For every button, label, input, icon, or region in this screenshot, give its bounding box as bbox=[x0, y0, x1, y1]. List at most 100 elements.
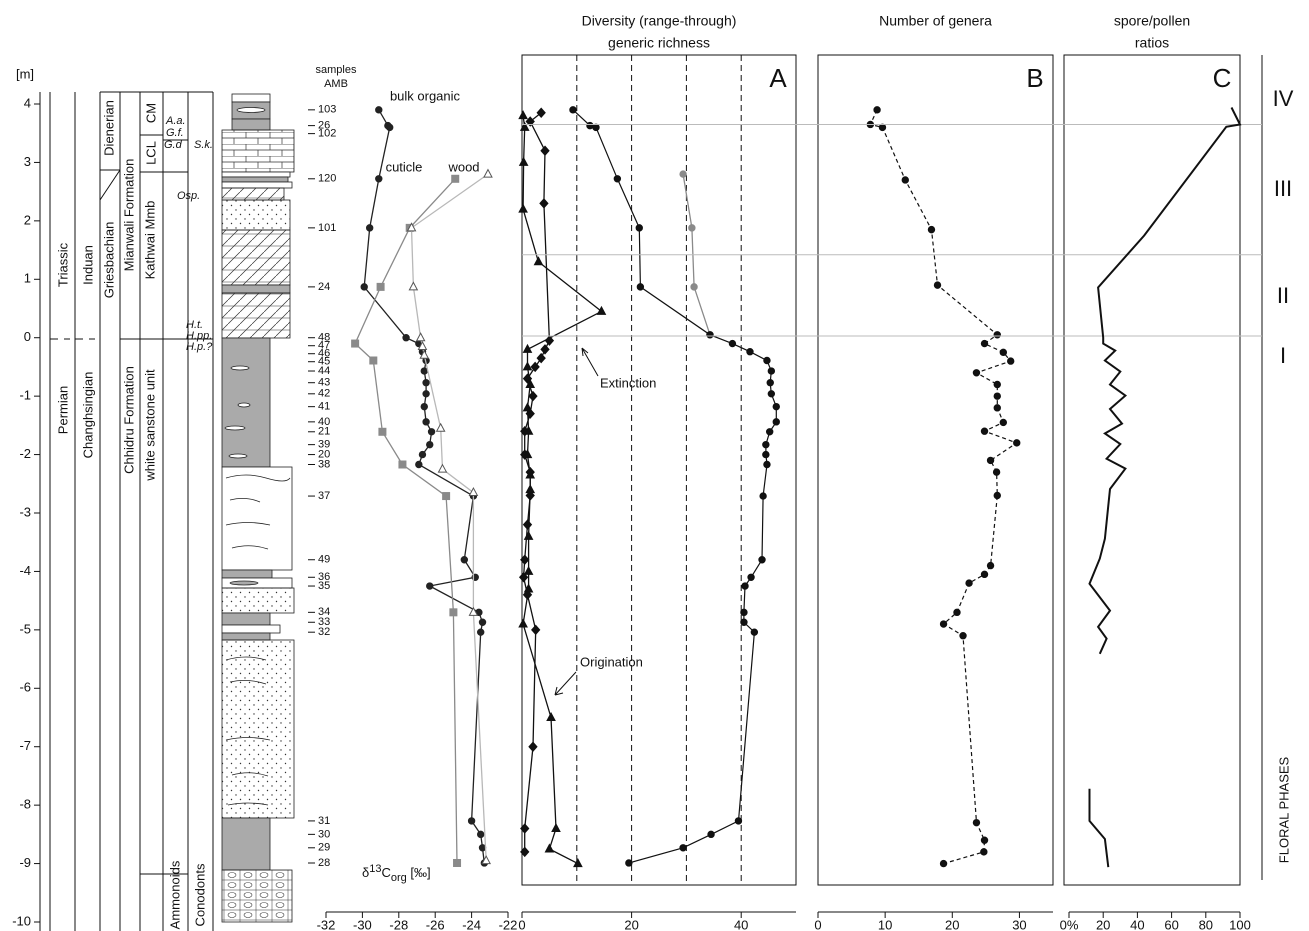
point bbox=[748, 574, 754, 580]
point bbox=[981, 571, 987, 577]
panel-title: generic richness bbox=[608, 35, 710, 51]
point bbox=[379, 428, 386, 435]
x-tick-label: 10 bbox=[878, 917, 892, 931]
y-tick-label: -5 bbox=[19, 621, 31, 636]
point bbox=[399, 461, 406, 468]
sample-label: 32 bbox=[318, 626, 330, 638]
point bbox=[902, 177, 908, 183]
point bbox=[529, 742, 537, 751]
point bbox=[416, 461, 422, 467]
point bbox=[973, 370, 979, 376]
stage-label: Induan bbox=[80, 245, 95, 285]
point bbox=[741, 619, 747, 625]
point bbox=[361, 284, 367, 290]
sample-label: 102 bbox=[318, 128, 336, 140]
point bbox=[547, 713, 555, 721]
point bbox=[735, 818, 741, 824]
point bbox=[874, 107, 880, 113]
panel-title: Diversity (range-through) bbox=[582, 13, 737, 29]
x-tick-label: 30 bbox=[1012, 917, 1026, 931]
panel-label: C bbox=[1213, 63, 1232, 93]
series-label: wood bbox=[447, 159, 479, 174]
series-line bbox=[355, 179, 457, 863]
series-line bbox=[412, 174, 489, 861]
point bbox=[377, 283, 384, 290]
figure: Triassic Permian Induan Changhsingian Di… bbox=[0, 0, 1309, 931]
x-tick-label: 40 bbox=[734, 917, 748, 931]
point bbox=[519, 111, 527, 119]
y-tick-label: 0 bbox=[24, 329, 31, 344]
point bbox=[760, 493, 766, 499]
point bbox=[954, 609, 960, 615]
point bbox=[940, 860, 946, 866]
series-line bbox=[523, 116, 601, 864]
point bbox=[636, 225, 642, 231]
point bbox=[523, 520, 531, 529]
panel-frame bbox=[522, 55, 796, 885]
point bbox=[587, 122, 593, 128]
point bbox=[994, 393, 1000, 399]
point bbox=[484, 170, 492, 178]
x-tick-label: 20 bbox=[624, 917, 638, 931]
point bbox=[525, 532, 533, 540]
point bbox=[520, 158, 528, 166]
point bbox=[747, 349, 753, 355]
point bbox=[552, 824, 560, 832]
phase-label: II bbox=[1277, 283, 1289, 308]
x-tick-label: 0 bbox=[814, 917, 821, 931]
sample-label: 31 bbox=[318, 815, 330, 827]
point bbox=[366, 225, 372, 231]
point bbox=[437, 424, 445, 432]
point bbox=[593, 124, 599, 130]
point bbox=[707, 332, 713, 338]
point bbox=[614, 176, 620, 182]
point bbox=[691, 284, 697, 290]
formation-label: Mianwali Formation bbox=[121, 159, 136, 272]
point bbox=[729, 340, 735, 346]
x-tick-label: 20 bbox=[945, 917, 959, 931]
system-label: Permian bbox=[55, 386, 70, 434]
point bbox=[973, 819, 979, 825]
series-line bbox=[870, 110, 1016, 864]
point bbox=[478, 831, 484, 837]
point bbox=[1014, 440, 1020, 446]
phase-label: I bbox=[1280, 343, 1286, 368]
point bbox=[452, 175, 459, 182]
point bbox=[419, 451, 425, 457]
unit-label: LCL bbox=[143, 141, 158, 165]
x-tick-label: 80 bbox=[1199, 917, 1213, 931]
point bbox=[993, 469, 999, 475]
sample-label: 29 bbox=[318, 842, 330, 854]
sample-label: 103 bbox=[318, 104, 336, 116]
point bbox=[479, 845, 485, 851]
point bbox=[981, 428, 987, 434]
point bbox=[461, 557, 467, 563]
point bbox=[763, 441, 769, 447]
point bbox=[626, 860, 632, 866]
point bbox=[767, 380, 773, 386]
substage-label: Dienerian bbox=[101, 100, 116, 156]
point bbox=[541, 345, 549, 354]
biozone-label: H.p.? bbox=[186, 341, 213, 353]
point bbox=[742, 583, 748, 589]
point bbox=[960, 633, 966, 639]
x-tick-label: -28 bbox=[389, 917, 408, 931]
point bbox=[994, 405, 1000, 411]
x-axis-label: δ13Corg [‰] bbox=[362, 863, 431, 884]
formation-label: Chhidru Formation bbox=[121, 366, 136, 474]
point bbox=[987, 457, 993, 463]
lithology-column bbox=[222, 94, 294, 922]
point bbox=[764, 461, 770, 467]
x-axis-label-part: δ bbox=[362, 865, 369, 880]
x-tick-label: -32 bbox=[317, 917, 336, 931]
sample-label: 24 bbox=[318, 281, 330, 293]
sample-label: 42 bbox=[318, 388, 330, 400]
sample-label: 21 bbox=[318, 426, 330, 438]
point bbox=[773, 419, 779, 425]
sample-label: 49 bbox=[318, 554, 330, 566]
panel-label: B bbox=[1026, 63, 1043, 93]
point bbox=[541, 146, 549, 155]
x-tick-label: -24 bbox=[462, 917, 481, 931]
point bbox=[570, 107, 576, 113]
point bbox=[417, 333, 425, 341]
